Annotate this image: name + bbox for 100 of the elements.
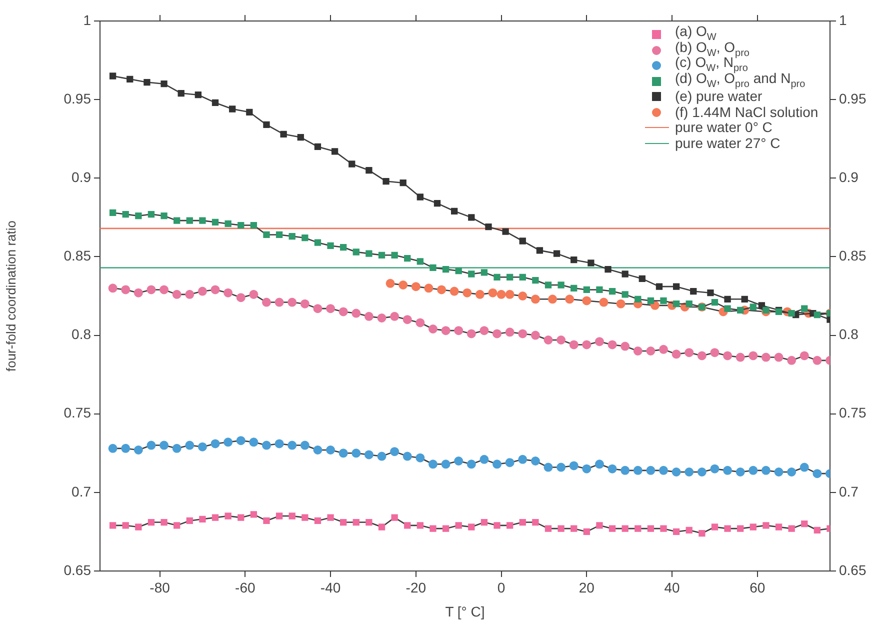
point xyxy=(416,258,424,265)
point xyxy=(382,178,390,185)
point xyxy=(750,524,756,530)
point xyxy=(288,512,296,520)
point xyxy=(599,298,608,307)
point xyxy=(441,460,450,469)
point xyxy=(544,336,553,344)
point xyxy=(556,462,566,472)
point xyxy=(801,520,808,528)
point xyxy=(160,80,168,88)
point xyxy=(386,278,395,288)
y2-tick-label: 0.85 xyxy=(839,248,866,264)
y-tick-label: 0.9 xyxy=(72,169,92,185)
point xyxy=(801,305,808,312)
point xyxy=(377,452,386,461)
legend-label: (e) pure water xyxy=(675,88,762,104)
point xyxy=(313,446,322,454)
x-tick-label: -80 xyxy=(150,579,170,596)
point xyxy=(364,312,374,321)
point xyxy=(761,466,770,475)
point xyxy=(160,212,168,220)
point xyxy=(800,351,809,360)
point xyxy=(327,514,334,521)
point xyxy=(788,310,795,317)
point xyxy=(454,326,464,336)
point xyxy=(588,260,594,266)
point xyxy=(121,444,130,453)
point xyxy=(774,468,784,476)
point xyxy=(596,522,603,529)
point xyxy=(710,348,720,358)
point xyxy=(558,282,564,288)
point xyxy=(646,466,656,475)
x-tick-label: -60 xyxy=(235,579,256,596)
point xyxy=(199,217,206,224)
point xyxy=(224,438,233,447)
point xyxy=(276,512,283,520)
point xyxy=(711,298,718,306)
legend-label: pure water 0° C xyxy=(675,119,772,136)
point xyxy=(454,456,464,466)
point xyxy=(775,524,782,530)
point xyxy=(416,453,425,462)
point xyxy=(788,525,795,532)
y-tick-label: 0.75 xyxy=(64,404,92,421)
point xyxy=(548,294,558,304)
point xyxy=(172,290,182,299)
point xyxy=(672,350,681,359)
point xyxy=(249,290,258,299)
point xyxy=(198,442,207,452)
point xyxy=(404,254,411,262)
point xyxy=(398,280,408,290)
point xyxy=(352,308,361,318)
point xyxy=(710,464,720,474)
point xyxy=(485,224,492,230)
point xyxy=(135,212,142,220)
point xyxy=(366,518,372,526)
point xyxy=(492,329,502,338)
point xyxy=(462,288,472,298)
point xyxy=(224,220,232,228)
point xyxy=(518,292,528,300)
point xyxy=(212,514,219,521)
point xyxy=(565,294,574,304)
point xyxy=(378,252,386,258)
y2-tick-label: 0.95 xyxy=(839,90,866,106)
point xyxy=(570,525,578,532)
point xyxy=(646,346,656,356)
point xyxy=(416,522,424,529)
point xyxy=(348,160,356,168)
point xyxy=(378,524,386,530)
point xyxy=(262,440,271,450)
point xyxy=(442,266,450,273)
point xyxy=(814,312,821,318)
point xyxy=(288,440,297,450)
point xyxy=(672,528,680,536)
point xyxy=(442,525,450,532)
point xyxy=(492,460,502,469)
point xyxy=(238,222,244,229)
point xyxy=(276,231,283,238)
point xyxy=(430,264,436,272)
point xyxy=(178,90,184,97)
x-tick-label: 60 xyxy=(750,579,766,596)
point xyxy=(468,214,475,221)
point xyxy=(352,518,360,526)
point xyxy=(404,522,411,529)
point xyxy=(475,290,484,299)
point xyxy=(556,336,566,344)
point xyxy=(400,180,406,186)
point xyxy=(338,448,348,458)
point xyxy=(774,352,784,362)
point xyxy=(108,284,118,293)
point xyxy=(263,121,270,128)
point xyxy=(570,256,578,264)
point xyxy=(212,99,219,106)
point xyxy=(134,446,143,454)
point xyxy=(723,351,732,360)
point xyxy=(660,297,667,304)
point xyxy=(616,299,626,308)
point xyxy=(532,518,539,526)
point xyxy=(748,466,758,475)
point xyxy=(194,92,202,98)
point xyxy=(762,522,770,529)
